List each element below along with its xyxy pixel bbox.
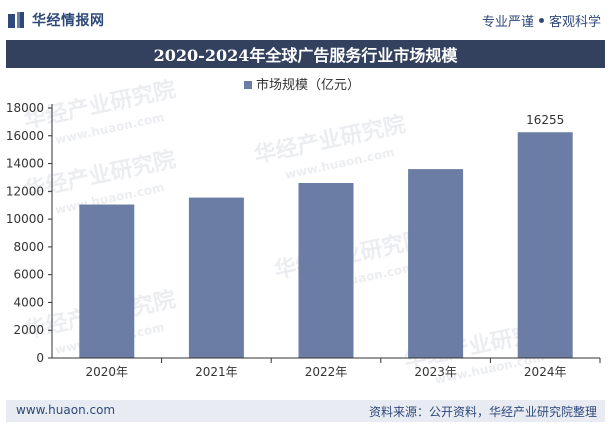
y-tick-label: 12000 <box>6 184 44 198</box>
footer-website[interactable]: www.huaon.com <box>16 403 116 417</box>
bar[interactable] <box>408 169 464 358</box>
title-bar: 2020-2024年全球广告服务行业市场规模 <box>6 40 605 68</box>
chart-title: 2020-2024年全球广告服务行业市场规模 <box>153 46 458 65</box>
top-bar: 华经情报网 专业严谨 客观科学 <box>0 0 611 40</box>
y-axis: 0 2000 4000 6000 8000 10000 12000 14000 16000 180… <box>6 101 53 365</box>
legend-swatch <box>244 81 252 89</box>
brand-name: 华经情报网 <box>32 13 105 29</box>
x-tick-label: 2024年 <box>524 365 567 379</box>
brand-logo[interactable]: 华经情报网 <box>8 10 105 30</box>
legend-label: 市场规模（亿元） <box>256 77 360 93</box>
x-tick-label: 2022年 <box>305 365 348 379</box>
y-tick-label: 10000 <box>6 212 44 226</box>
y-tick-label: 6000 <box>13 268 44 282</box>
tagline: 专业严谨 客观科学 <box>482 11 601 30</box>
bars: 16255 <box>79 113 573 358</box>
bar[interactable] <box>79 204 135 358</box>
x-axis: 2020年 2021年 2022年 2023年 2024年 <box>52 357 601 379</box>
bar[interactable] <box>298 183 354 358</box>
data-label: 16255 <box>526 113 564 127</box>
footer-source: 资料来源：公开资料，华经产业研究院整理 <box>368 405 597 419</box>
y-tick-label: 2000 <box>13 323 44 337</box>
x-tick-label: 2021年 <box>195 365 238 379</box>
bar[interactable] <box>517 132 573 358</box>
y-tick-label: 8000 <box>13 240 44 254</box>
chart-area: 华经产业研究院 www.huaon.com 华经产业研究院 www.huaon.com… <box>6 68 605 394</box>
y-tick-label: 16000 <box>6 129 44 143</box>
footer: www.huaon.com 资料来源：公开资料，华经产业研究院整理 <box>6 400 605 422</box>
tagline-dot-icon <box>538 18 544 23</box>
chart-legend: 市场规模（亿元） <box>244 77 360 93</box>
y-tick-label: 4000 <box>13 295 44 309</box>
y-tick-label: 14000 <box>6 157 44 171</box>
x-tick-label: 2020年 <box>86 365 129 379</box>
brand-logo-icon <box>8 12 26 28</box>
y-tick-label: 0 <box>36 351 44 365</box>
tagline-right: 客观科学 <box>548 15 601 30</box>
tagline-left: 专业严谨 <box>481 15 534 30</box>
bar[interactable] <box>188 197 244 358</box>
x-tick-label: 2023年 <box>414 365 457 379</box>
y-tick-label: 18000 <box>6 101 44 115</box>
